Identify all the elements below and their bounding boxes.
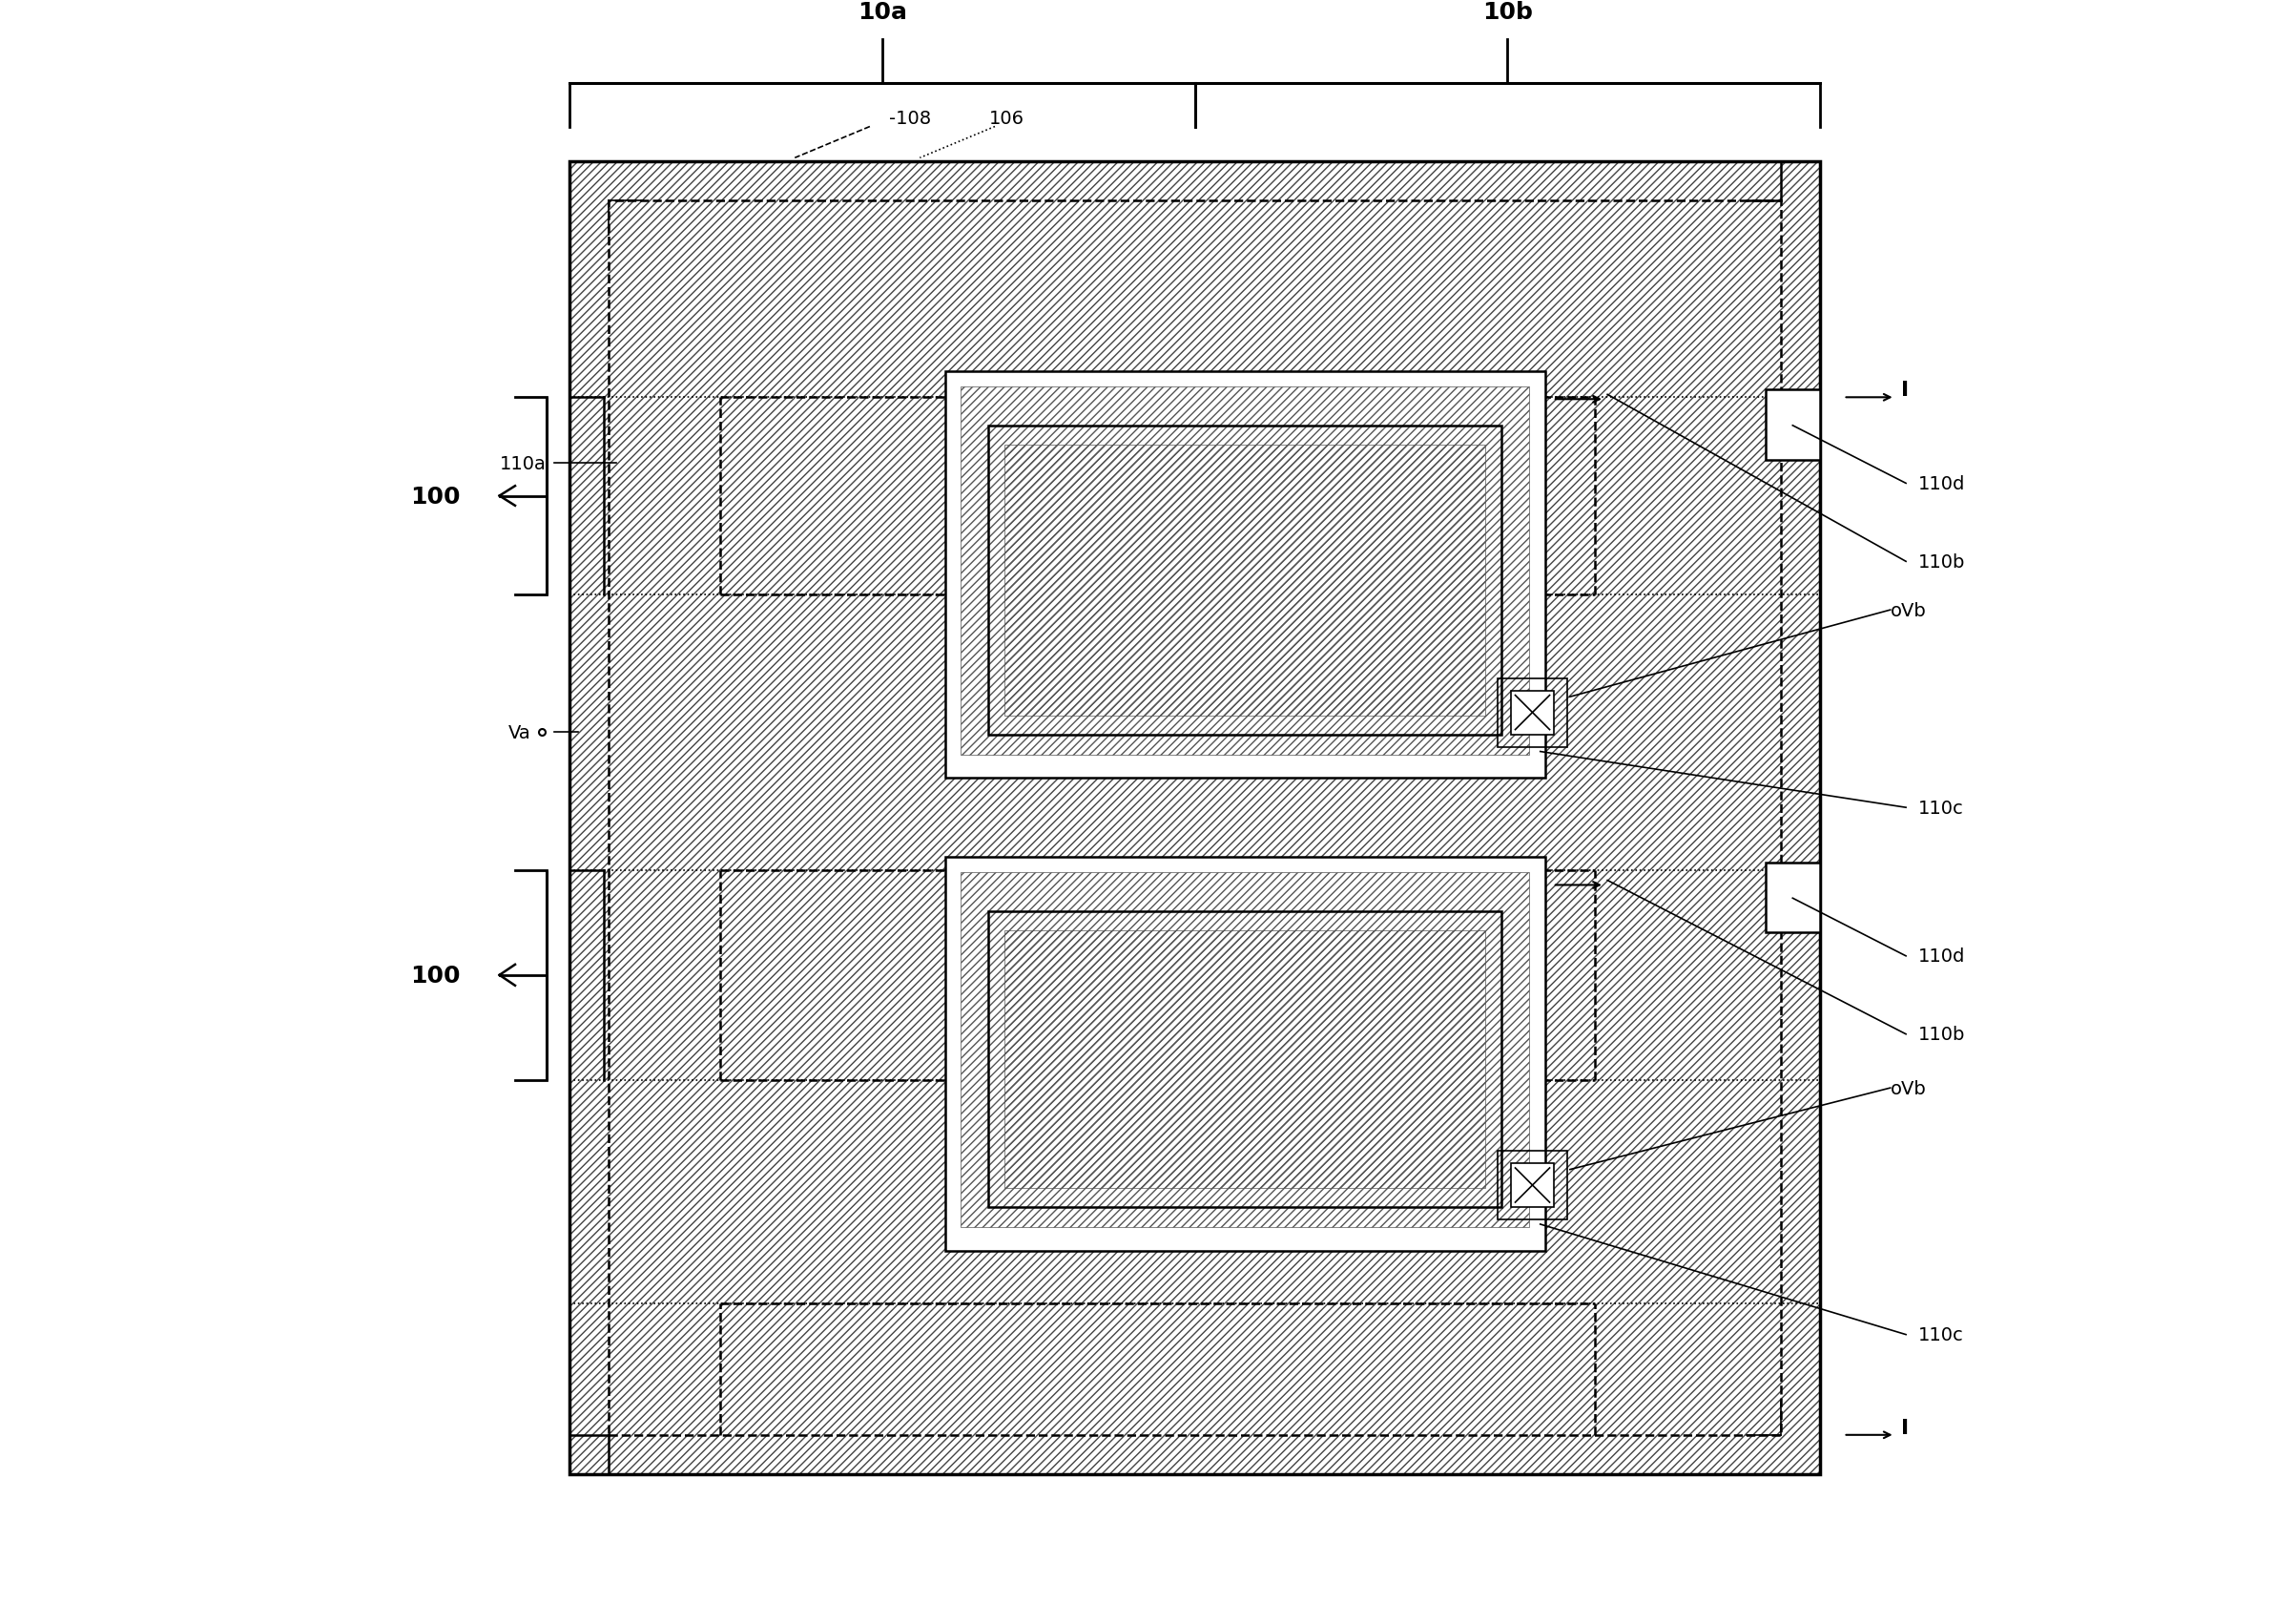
Bar [1511,691,1554,734]
Text: 10b: 10b [1483,2,1534,24]
Bar [1766,862,1821,933]
Text: 110a: 110a [501,455,546,473]
Bar [946,858,1545,1250]
Bar [1003,446,1486,717]
Text: oVb: oVb [1890,601,1926,619]
Text: 110b: 110b [1919,553,1965,571]
Bar [960,874,1529,1228]
Bar [1511,1164,1554,1207]
Text: 106: 106 [990,109,1024,127]
Text: I: I [1901,380,1908,399]
Text: 10a: 10a [856,2,907,24]
Bar [990,912,1502,1207]
Text: 110b: 110b [1919,1026,1965,1044]
Bar [569,162,1821,1475]
Text: 110d: 110d [1919,947,1965,965]
Bar [569,162,1821,1475]
Text: 100: 100 [411,963,461,987]
Text: 110c: 110c [1919,1326,1963,1343]
Text: 110d: 110d [1919,474,1965,492]
Text: 100: 100 [411,486,461,508]
Bar [1497,1151,1566,1220]
Bar [1003,931,1486,1188]
Text: 110c: 110c [1919,798,1963,818]
Bar [1766,390,1821,460]
Bar [946,372,1545,779]
Bar [990,426,1502,734]
Bar [608,200,1782,1435]
Text: -108: -108 [889,109,930,127]
Text: Va: Va [507,723,530,742]
Bar [960,388,1529,755]
Text: oVb: oVb [1890,1079,1926,1096]
Bar [1497,678,1566,747]
Text: I: I [1901,1417,1908,1436]
